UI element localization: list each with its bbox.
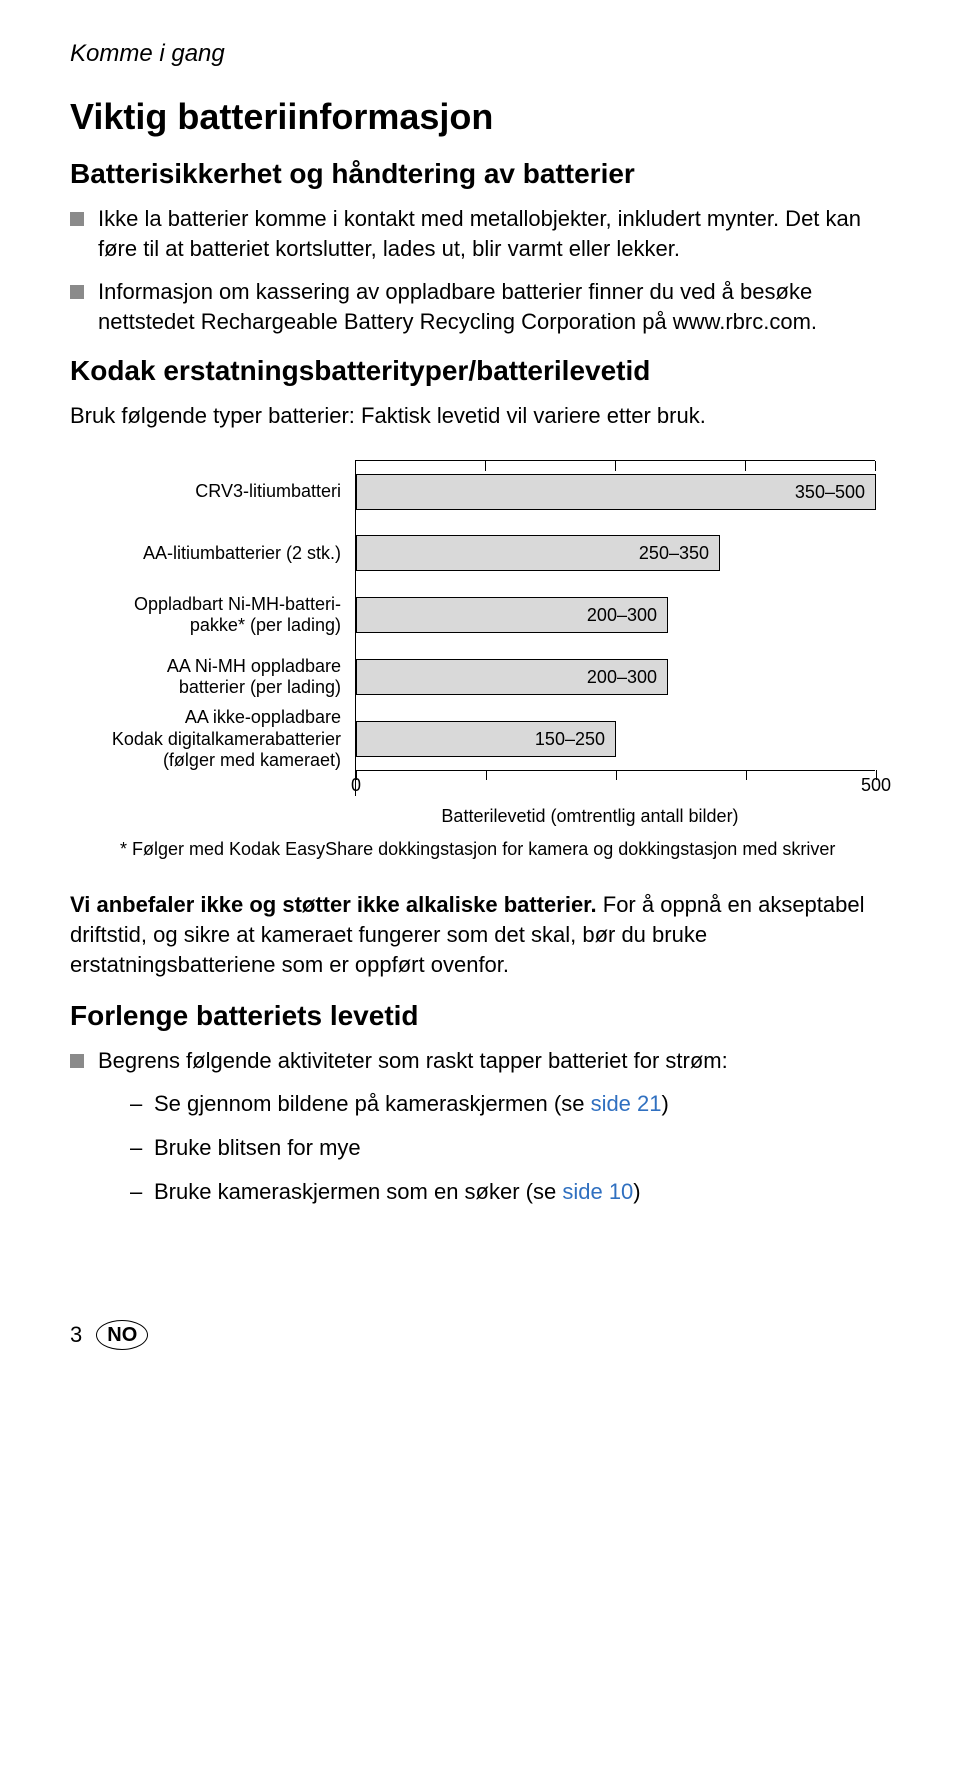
chart-plot-area: 350–500	[355, 460, 875, 522]
dash-list: –Se gjennom bildene på kameraskjermen (s…	[130, 1089, 900, 1206]
warning-paragraph: Vi anbefaler ikke og støtter ikke alkali…	[70, 890, 900, 979]
bullet-text: Informasjon om kassering av oppladbare b…	[98, 277, 900, 336]
chart-axis-title: Batterilevetid (omtrentlig antall bilder…	[330, 806, 850, 827]
battery-chart: CRV3-litiumbatteri350–500AA-litiumbatter…	[95, 460, 875, 796]
dash-item: –Bruke blitsen for mye	[130, 1133, 900, 1163]
dash-text: Bruke blitsen for mye	[154, 1133, 361, 1163]
axis-label: 500	[861, 775, 891, 796]
dash-item: –Se gjennom bildene på kameraskjermen (s…	[130, 1089, 900, 1119]
bullet-text: Begrens følgende aktiviteter som raskt t…	[98, 1046, 900, 1076]
dash-text: Se gjennom bildene på kameraskjermen (se…	[154, 1089, 669, 1119]
chart-bar-label: AA Ni-MH oppladbarebatterier (per lading…	[95, 646, 355, 708]
page-link[interactable]: side 21	[591, 1091, 662, 1116]
bullet-list-3: Begrens følgende aktiviteter som raskt t…	[70, 1046, 900, 1221]
chart-bar-label: AA-litiumbatterier (2 stk.)	[95, 522, 355, 584]
bullet-text: Ikke la batterier komme i kontakt med me…	[98, 204, 900, 263]
bullet-item: Begrens følgende aktiviteter som raskt t…	[70, 1046, 900, 1221]
page-number: 3	[70, 1322, 82, 1348]
section-heading-2: Kodak erstatningsbatterityper/batterilev…	[70, 355, 900, 387]
chart-plot-area: 200–300	[355, 646, 875, 708]
bullet-item: Informasjon om kassering av oppladbare b…	[70, 277, 900, 336]
page-link[interactable]: side 10	[562, 1179, 633, 1204]
chart-bar: 200–300	[356, 659, 668, 695]
dash-icon: –	[130, 1177, 154, 1207]
section-header: Komme i gang	[70, 40, 900, 68]
chart-bar: 350–500	[356, 474, 876, 510]
chart-plot-area: 150–250	[355, 708, 875, 770]
page-footer: 3 NO	[70, 1320, 900, 1350]
chart-bar-label: AA ikke-oppladbareKodak digitalkamerabat…	[95, 708, 355, 770]
dash-icon: –	[130, 1133, 154, 1163]
bullet-item: Ikke la batterier komme i kontakt med me…	[70, 204, 900, 263]
bullet-icon	[70, 1054, 84, 1068]
bullet-list-1: Ikke la batterier komme i kontakt med me…	[70, 204, 900, 337]
page-title: Viktig batteriinformasjon	[70, 96, 900, 138]
chart-plot-area: 250–350	[355, 522, 875, 584]
axis-label: 0	[351, 775, 361, 796]
chart-bar-label: Oppladbart Ni-MH-batteri-pakke* (per lad…	[95, 584, 355, 646]
warning-bold: Vi anbefaler ikke og støtter ikke alkali…	[70, 892, 597, 917]
chart-axis: 0500	[355, 770, 875, 796]
language-badge: NO	[96, 1320, 148, 1350]
section-heading-1: Batterisikkerhet og håndtering av batter…	[70, 158, 900, 190]
section-body-2: Bruk følgende typer batterier: Faktisk l…	[70, 401, 900, 431]
chart-bar-label: CRV3-litiumbatteri	[95, 460, 355, 522]
dash-text: Bruke kameraskjermen som en søker (se si…	[154, 1177, 641, 1207]
chart-bar: 150–250	[356, 721, 616, 757]
dash-item: –Bruke kameraskjermen som en søker (se s…	[130, 1177, 900, 1207]
bullet-icon	[70, 285, 84, 299]
chart-bar: 250–350	[356, 535, 720, 571]
bullet-icon	[70, 212, 84, 226]
chart-plot-area: 200–300	[355, 584, 875, 646]
section-heading-3: Forlenge batteriets levetid	[70, 1000, 900, 1032]
chart-bar: 200–300	[356, 597, 668, 633]
dash-icon: –	[130, 1089, 154, 1119]
chart-footnote: * Følger med Kodak EasyShare dokkingstas…	[120, 839, 900, 860]
